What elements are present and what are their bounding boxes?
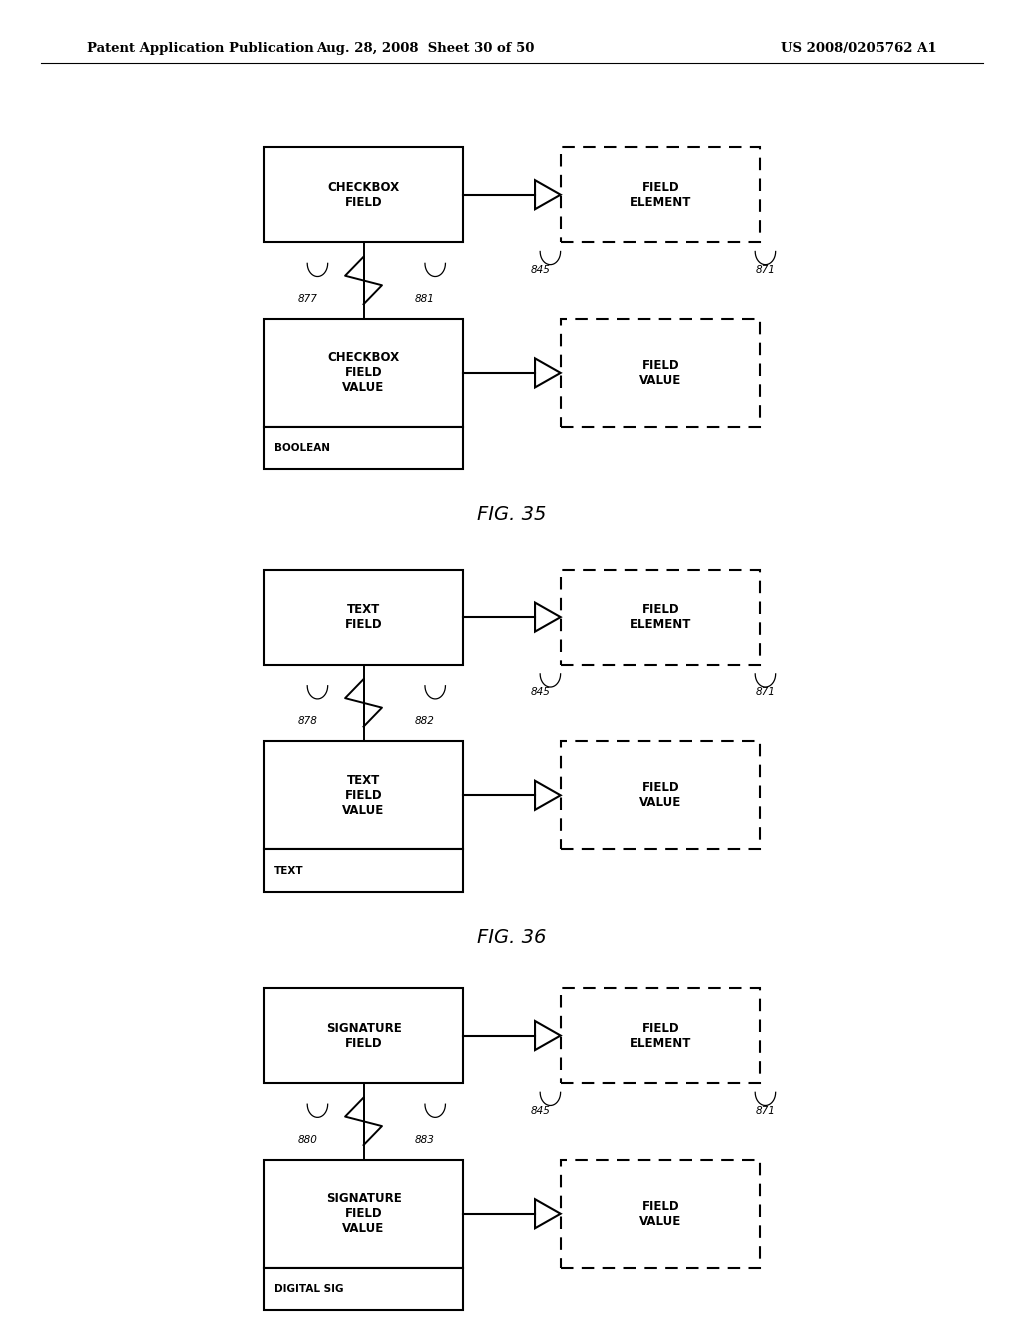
Text: SIGNATURE
FIELD: SIGNATURE FIELD [326, 1022, 401, 1049]
Bar [263, 148, 463, 243]
Text: FIELD
ELEMENT: FIELD ELEMENT [630, 181, 691, 209]
Bar [561, 148, 760, 243]
Text: BOOLEAN: BOOLEAN [273, 444, 330, 453]
Text: CHECKBOX
FIELD
VALUE: CHECKBOX FIELD VALUE [328, 351, 399, 395]
Bar [561, 318, 760, 428]
Text: TEXT
FIELD: TEXT FIELD [345, 603, 382, 631]
Bar [263, 428, 463, 470]
Text: 882: 882 [415, 715, 435, 726]
Bar [263, 1267, 463, 1309]
Text: US 2008/0205762 A1: US 2008/0205762 A1 [781, 42, 937, 55]
Text: SIGNATURE
FIELD
VALUE: SIGNATURE FIELD VALUE [326, 1192, 401, 1236]
Bar [263, 850, 463, 892]
Bar [561, 987, 760, 1082]
Text: FIG. 35: FIG. 35 [477, 506, 547, 524]
Bar [561, 1160, 760, 1267]
Bar [561, 570, 760, 665]
Bar [263, 318, 463, 428]
Bar [263, 741, 463, 850]
Bar [561, 741, 760, 850]
Text: 878: 878 [297, 715, 317, 726]
Bar [263, 570, 463, 665]
Text: FIG. 36: FIG. 36 [477, 928, 547, 946]
Text: FIELD
VALUE: FIELD VALUE [639, 1200, 682, 1228]
Text: 880: 880 [297, 1135, 317, 1144]
Text: 845: 845 [530, 264, 550, 275]
Text: FIELD
VALUE: FIELD VALUE [639, 781, 682, 809]
Text: FIELD
ELEMENT: FIELD ELEMENT [630, 1022, 691, 1049]
Bar [263, 1160, 463, 1267]
Text: DIGITAL SIG: DIGITAL SIG [273, 1284, 343, 1294]
Text: 871: 871 [756, 1106, 775, 1115]
Text: TEXT
FIELD
VALUE: TEXT FIELD VALUE [342, 774, 385, 817]
Text: TEXT: TEXT [273, 866, 303, 875]
Text: 877: 877 [297, 293, 317, 304]
Text: 883: 883 [415, 1135, 435, 1144]
Text: 845: 845 [530, 686, 550, 697]
Bar [263, 987, 463, 1082]
Text: 881: 881 [415, 293, 435, 304]
Text: 871: 871 [756, 686, 775, 697]
Text: 845: 845 [530, 1106, 550, 1115]
Text: FIELD
VALUE: FIELD VALUE [639, 359, 682, 387]
Text: CHECKBOX
FIELD: CHECKBOX FIELD [328, 181, 399, 209]
Text: Patent Application Publication: Patent Application Publication [87, 42, 313, 55]
Text: 871: 871 [756, 264, 775, 275]
Text: Aug. 28, 2008  Sheet 30 of 50: Aug. 28, 2008 Sheet 30 of 50 [315, 42, 535, 55]
Text: FIELD
ELEMENT: FIELD ELEMENT [630, 603, 691, 631]
